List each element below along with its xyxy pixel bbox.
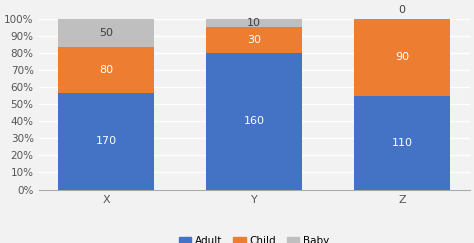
Bar: [58, 47, 155, 93]
Text: 160: 160: [244, 116, 264, 126]
Text: 110: 110: [392, 138, 413, 148]
Bar: [206, 19, 302, 27]
Bar: [58, 93, 155, 190]
Bar: [206, 53, 302, 190]
Bar: [354, 96, 450, 190]
Legend: Adult, Child, Baby: Adult, Child, Baby: [174, 232, 334, 243]
Text: 90: 90: [395, 52, 409, 62]
Text: 170: 170: [96, 136, 117, 146]
Text: 50: 50: [99, 28, 113, 38]
Bar: [58, 19, 155, 47]
Text: 30: 30: [247, 35, 261, 45]
Text: 80: 80: [99, 65, 113, 75]
Bar: [354, 19, 450, 96]
Text: 10: 10: [247, 18, 261, 28]
Text: 0: 0: [399, 5, 406, 15]
Bar: [206, 27, 302, 53]
